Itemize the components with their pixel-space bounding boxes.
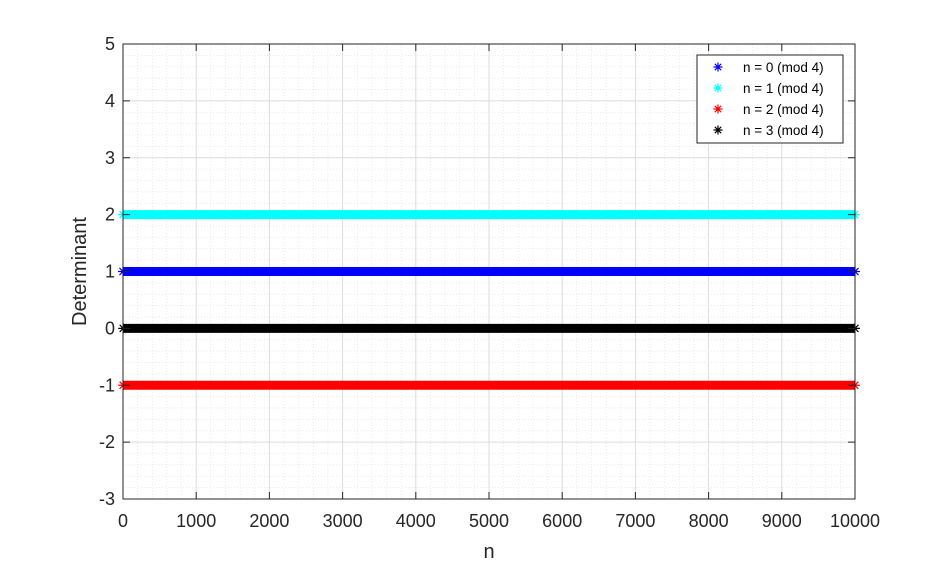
legend: n = 0 (mod 4) n = 1 (mod 4) n = 2 (mod 4) n…: [696, 54, 844, 144]
legend-marker-2: [713, 104, 723, 114]
y-tick-label: -2: [99, 432, 115, 452]
legend-entry-label: n = 1 (mod 4): [743, 81, 824, 96]
x-tick-label: 4000: [396, 511, 436, 531]
y-axis-label: Determinant: [69, 217, 91, 326]
legend-entry-label: n = 3 (mod 4): [743, 123, 824, 138]
legend-marker-3: [713, 125, 723, 135]
series-0: [118, 266, 860, 277]
x-axis-label: n: [483, 541, 494, 563]
x-tick-label: 0: [118, 511, 128, 531]
y-tick-label: 1: [105, 262, 115, 282]
y-tick-label: 0: [105, 318, 115, 338]
y-tick-label: -3: [99, 489, 115, 509]
x-tick-label: 5000: [469, 511, 509, 531]
series-2: [118, 380, 860, 391]
legend-marker-1: [713, 83, 723, 93]
x-tick-label: 2000: [249, 511, 289, 531]
x-tick-label: 6000: [542, 511, 582, 531]
legend-entry-label: n = 0 (mod 4): [743, 60, 824, 75]
y-tick-label: 3: [105, 148, 115, 168]
x-tick-label: 3000: [323, 511, 363, 531]
x-tick-label: 8000: [689, 511, 729, 531]
y-tick-label: -1: [99, 375, 115, 395]
x-tick-label: 9000: [762, 511, 802, 531]
legend-entry-label: n = 2 (mod 4): [743, 102, 824, 117]
x-tick-label: 1000: [176, 511, 216, 531]
x-tick-label: 10000: [830, 511, 880, 531]
legend-marker-0: [713, 62, 723, 72]
y-tick-label: 2: [105, 205, 115, 225]
y-tick-label: 4: [105, 91, 115, 111]
series-1: [118, 209, 860, 220]
y-tick-label: 5: [105, 34, 115, 54]
series-3: [118, 323, 860, 334]
x-tick-label: 7000: [615, 511, 655, 531]
